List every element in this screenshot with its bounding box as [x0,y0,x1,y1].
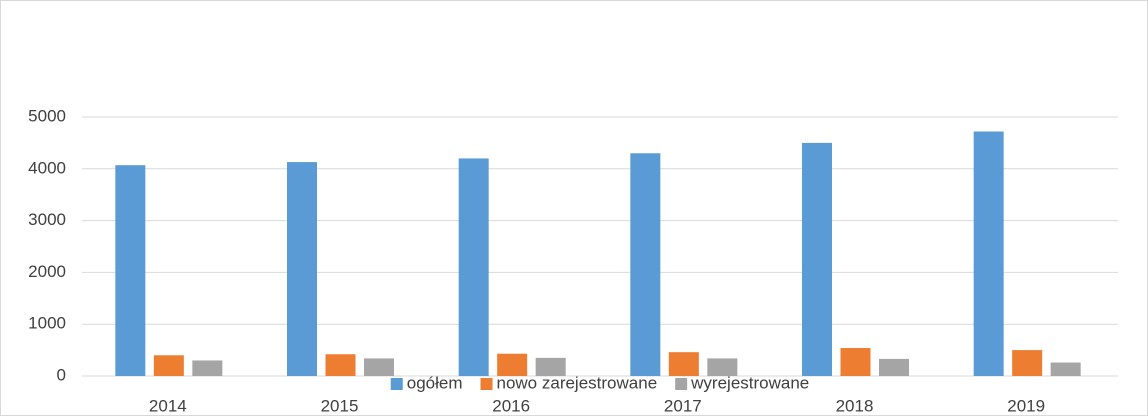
bar [325,354,356,376]
x-tick-label: 2018 [836,396,874,415]
bar [707,358,738,376]
bar [115,165,146,376]
bar [668,352,699,376]
y-tick-label: 5000 [28,106,66,125]
y-tick-label: 2000 [28,262,66,281]
y-tick-label: 3000 [28,210,66,229]
bar [1050,362,1081,376]
y-tick-label: 0 [57,365,66,384]
x-tick-label: 2016 [492,396,530,415]
legend-swatch [480,378,493,390]
bar [153,355,184,376]
bar [840,348,871,376]
bar [458,158,489,376]
y-tick-label: 1000 [28,314,66,333]
bar [802,142,832,376]
bar [973,131,1004,376]
bar [192,360,223,376]
bar [879,358,909,376]
bar [630,153,661,376]
x-tick-label: 2015 [321,396,359,415]
bar [287,162,317,376]
bar [497,353,528,376]
legend-swatch [675,378,688,390]
legend-label: ogółem [407,373,463,392]
x-tick-label: 2019 [1007,396,1045,415]
legend-swatch [390,378,403,390]
bar [535,357,566,376]
y-tick-label: 4000 [28,158,66,177]
bar [364,358,394,376]
legend-label: wyrejestrowane [690,373,809,392]
x-tick-label: 2014 [149,396,187,415]
x-tick-label: 2017 [664,396,702,415]
legend-label: nowo zarejestrowane [497,373,658,392]
bar [1012,350,1043,376]
